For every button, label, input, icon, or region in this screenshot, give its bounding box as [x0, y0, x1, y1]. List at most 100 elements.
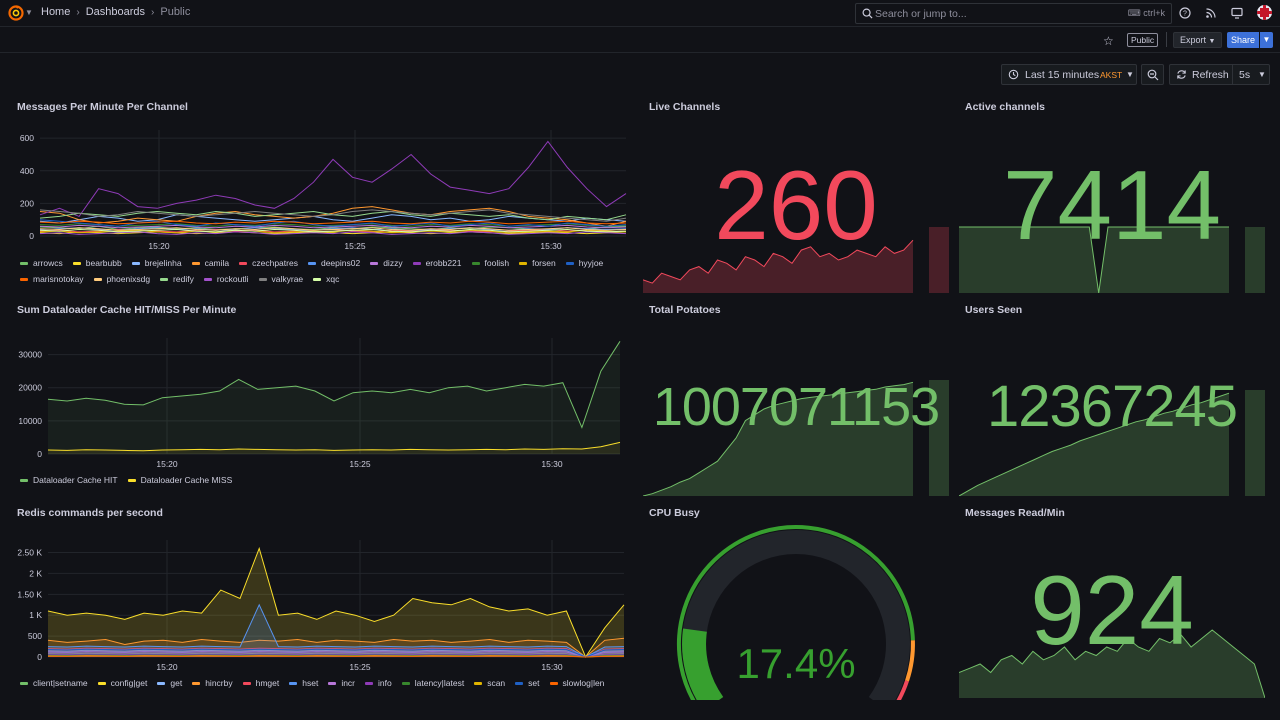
series-line-dataloader-cache-miss[interactable]: [47, 441, 621, 452]
legend-item-info[interactable]: info: [365, 675, 392, 691]
star-icon[interactable]: ☆: [1103, 34, 1114, 48]
legend-item-brejelinha[interactable]: brejelinha: [131, 255, 182, 271]
chart-legend: client|setname config|get get hincrby hmget h…: [20, 675, 630, 691]
legend-item-hyyjoe[interactable]: hyyjoe: [565, 255, 603, 271]
series-line-phoenixsdg[interactable]: [39, 227, 627, 231]
export-button[interactable]: Export ▼: [1173, 32, 1223, 48]
legend-item-xqc[interactable]: xqc: [313, 271, 339, 287]
legend-item-rockoutli[interactable]: rockoutli: [203, 271, 249, 287]
legend-item-dataloader-cache-hit[interactable]: Dataloader Cache HIT: [20, 472, 118, 488]
grafana-logo-icon[interactable]: [8, 5, 24, 21]
legend-item-czechpatres[interactable]: czechpatres: [239, 255, 298, 271]
series-line-foolish[interactable]: [39, 223, 627, 227]
legend-item-bearbubb[interactable]: bearbubb: [72, 255, 122, 271]
search-input[interactable]: Search or jump to... ⌨ ctrl+k: [855, 3, 1172, 24]
legend-label: arrowcs: [33, 258, 63, 268]
series-line-bearbubb[interactable]: [39, 231, 627, 235]
legend-item-hincrby[interactable]: hincrby: [192, 675, 233, 691]
series-line-slowlog-len[interactable]: [47, 655, 625, 658]
legend-item-hmget[interactable]: hmget: [242, 675, 279, 691]
legend-label: Dataloader Cache HIT: [33, 475, 118, 485]
legend-item-config-get[interactable]: config|get: [97, 675, 147, 691]
series-line-get[interactable]: [47, 649, 625, 658]
series-line-forsen[interactable]: [39, 229, 627, 234]
search-placeholder: Search or jump to...: [875, 8, 967, 20]
refresh-interval[interactable]: 5s: [1239, 69, 1251, 81]
legend-item-dizzy[interactable]: dizzy: [370, 255, 403, 271]
legend-item-deepins02[interactable]: deepins02: [307, 255, 360, 271]
series-line-marisnotokay[interactable]: [39, 220, 627, 225]
series-area-dataloader-cache-hit: [48, 341, 620, 454]
messages-per-minute-chart[interactable]: 0 200 400 600 15:20 15:25 15:30: [0, 125, 632, 253]
share-button[interactable]: Share: [1227, 32, 1259, 48]
series-line-incr[interactable]: [47, 651, 625, 658]
legend-item-redify[interactable]: redify: [160, 271, 194, 287]
series-line-deepins02[interactable]: [39, 227, 627, 231]
series-line-dizzy[interactable]: [39, 224, 627, 229]
legend-swatch: [474, 681, 483, 685]
legend-item-slowlog-len[interactable]: slowlog|len: [549, 675, 604, 691]
cache-hit-miss-chart[interactable]: 0 10000 20000 30000 15:20 15:25 15:30: [0, 330, 632, 470]
legend-label: rockoutli: [216, 274, 249, 284]
export-label: Export: [1180, 35, 1207, 45]
users-seen-value: 12367245: [986, 374, 1238, 439]
legend-item-marisnotokay[interactable]: marisnotokay: [20, 271, 84, 287]
legend-item-valkyrae[interactable]: valkyrae: [258, 271, 303, 287]
breadcrumb-current: Public: [160, 6, 191, 18]
series-line-valkyrae[interactable]: [39, 209, 627, 222]
refresh-button[interactable]: Refresh 5s ▼: [1169, 64, 1270, 85]
series-line-xqc[interactable]: [39, 228, 627, 233]
series-line-rockoutli[interactable]: [39, 231, 627, 235]
series-area-set: [48, 649, 624, 657]
series-line-erobb221[interactable]: [39, 140, 627, 218]
legend-item-client-setname[interactable]: client|setname: [20, 675, 88, 691]
search-icon: [862, 8, 873, 19]
legend-swatch: [20, 681, 28, 685]
legend-item-forsen[interactable]: forsen: [519, 255, 556, 271]
y-tick-label: 0: [37, 652, 42, 662]
chevron-down-icon: ▼: [1208, 38, 1216, 45]
series-line-camila[interactable]: [39, 206, 627, 227]
legend-swatch: [565, 261, 574, 265]
series-line-dataloader-cache-hit[interactable]: [47, 341, 621, 429]
zoom-out-button[interactable]: [1141, 64, 1164, 85]
chart-axis: 0 10000 20000 30000 15:20 15:25 15:30: [18, 338, 620, 469]
legend-label: forsen: [532, 258, 556, 268]
series-line-hset[interactable]: [47, 603, 625, 658]
breadcrumb-home[interactable]: Home: [41, 6, 71, 18]
redis-commands-chart[interactable]: 0 500 1 K 1.50 K 2 K 2.50 K 15:20 15:25 15:30: [0, 535, 632, 673]
series-line-hmget[interactable]: [47, 647, 625, 658]
series-line-set[interactable]: [47, 648, 625, 658]
divider: [1232, 65, 1233, 84]
legend-item-scan[interactable]: scan: [474, 675, 505, 691]
legend-swatch: [20, 261, 28, 265]
rss-icon[interactable]: [1204, 6, 1218, 20]
legend-item-latency-latest[interactable]: latency|latest: [401, 675, 464, 691]
avatar[interactable]: [1257, 5, 1272, 20]
legend-item-erobb221[interactable]: erobb221: [412, 255, 462, 271]
series-line-hincrby[interactable]: [47, 637, 625, 658]
chevron-down-icon: ▼: [1258, 70, 1266, 79]
share-dropdown-button[interactable]: ▼: [1260, 32, 1273, 48]
legend-item-foolish[interactable]: foolish: [471, 255, 509, 271]
legend-label: incr: [341, 678, 356, 688]
legend-label: phoenixsdg: [106, 274, 151, 284]
legend-item-incr[interactable]: incr: [328, 675, 355, 691]
legend-item-arrowcs[interactable]: arrowcs: [20, 255, 63, 271]
legend-item-hset[interactable]: hset: [289, 675, 318, 691]
breadcrumb-dashboards[interactable]: Dashboards: [85, 6, 146, 18]
legend-swatch: [203, 277, 212, 281]
legend-item-get[interactable]: get: [157, 675, 182, 691]
series-line-info[interactable]: [47, 653, 625, 658]
legend-item-set[interactable]: set: [515, 675, 540, 691]
series-line-client-setname[interactable]: [47, 652, 625, 658]
y-tick-label: 500: [28, 631, 42, 641]
series-line-config-get[interactable]: [47, 546, 625, 659]
chevron-down-icon[interactable]: ▼: [25, 8, 33, 17]
help-icon[interactable]: ?: [1178, 6, 1192, 20]
legend-item-dataloader-cache-miss[interactable]: Dataloader Cache MISS: [127, 472, 232, 488]
legend-item-camila[interactable]: camila: [191, 255, 229, 271]
monitor-icon[interactable]: [1230, 6, 1244, 20]
legend-item-phoenixsdg[interactable]: phoenixsdg: [93, 271, 151, 287]
time-range-picker[interactable]: Last 15 minutes AKST ▼: [1001, 64, 1137, 85]
